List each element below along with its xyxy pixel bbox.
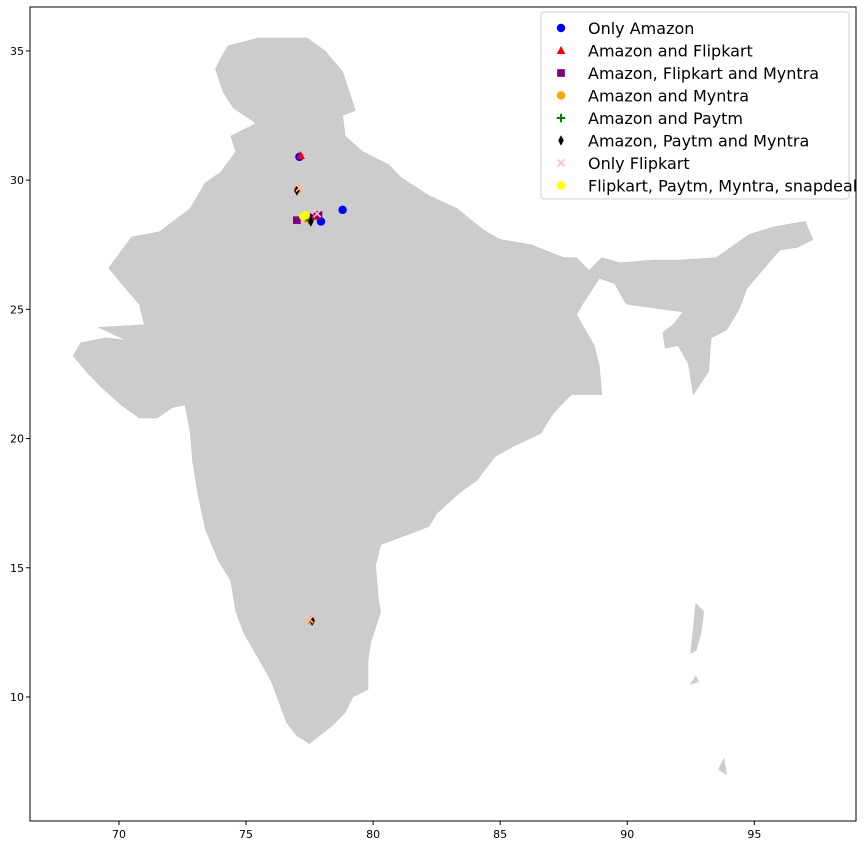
y-tick-label: 25 — [10, 303, 24, 316]
legend-marker — [556, 23, 566, 33]
data-point — [293, 216, 301, 225]
data-point — [338, 205, 347, 215]
legend-label: Flipkart, Paytm, Myntra, snapdeal — [588, 177, 857, 196]
y-tick-label: 30 — [10, 174, 24, 187]
x-tick-label: 95 — [747, 828, 761, 841]
data-point — [308, 216, 314, 227]
series-6 — [295, 183, 322, 624]
legend-label: Amazon, Paytm and Myntra — [588, 132, 809, 151]
x-tick-label: 70 — [112, 828, 126, 841]
data-point — [316, 217, 326, 226]
series-7 — [299, 210, 310, 221]
y-tick-label: 35 — [10, 45, 24, 58]
island-shape — [689, 675, 700, 685]
x-tick-label: 85 — [493, 828, 507, 841]
legend-label: Amazon and Myntra — [588, 87, 749, 106]
data-point — [305, 615, 314, 624]
data-point — [309, 615, 315, 626]
data-point — [295, 183, 304, 192]
country-shape — [72, 37, 814, 744]
plot-frame — [29, 6, 857, 822]
legend-marker — [556, 91, 566, 100]
legend-label: Only Amazon — [588, 19, 694, 38]
legend: Only Amazon Amazon and Flipkart Amazon, Fl… — [540, 11, 857, 200]
scatter-points — [293, 150, 347, 626]
legend-box — [540, 11, 850, 200]
x-tick-label: 80 — [366, 828, 380, 841]
x-axis-ticks: 70 75 80 85 90 95 — [112, 821, 761, 841]
island-shape — [718, 757, 728, 776]
legend-marker — [556, 113, 566, 123]
legend-label: Amazon, Flipkart and Myntra — [588, 64, 819, 83]
data-point — [313, 209, 322, 218]
x-tick-label: 90 — [620, 828, 634, 841]
data-point — [296, 150, 305, 160]
legend-label: Only Flipkart — [588, 154, 690, 173]
legend-marker — [556, 158, 566, 168]
legend-label: Amazon and Flipkart — [588, 42, 753, 61]
india-basemap — [72, 37, 814, 776]
legend-marker — [558, 135, 564, 146]
legend-marker — [556, 45, 566, 54]
legend-marker — [556, 181, 566, 190]
y-tick-label: 15 — [10, 562, 24, 575]
y-axis-ticks: 10 15 20 25 30 35 — [10, 45, 30, 704]
legend-label: Amazon and Paytm — [588, 109, 743, 128]
data-point — [301, 210, 310, 220]
y-tick-label: 10 — [10, 691, 24, 704]
island-shape — [690, 602, 705, 654]
x-tick-label: 75 — [239, 828, 253, 841]
y-tick-label: 20 — [10, 433, 24, 446]
legend-marker — [557, 69, 565, 77]
